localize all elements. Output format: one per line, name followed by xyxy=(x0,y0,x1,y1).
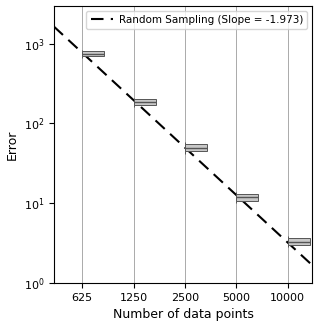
X-axis label: Number of data points: Number of data points xyxy=(113,308,254,321)
Random Sampling (Slope = -1.973) xyxy=(37,11,41,15)
Random Sampling (Slope = -1.973) xyxy=(294,248,298,252)
Legend: Random Sampling (Slope = -1.973): Random Sampling (Slope = -1.973) xyxy=(86,11,307,29)
Random Sampling (Slope = -1.973) xyxy=(211,171,214,175)
FancyBboxPatch shape xyxy=(134,99,156,105)
Random Sampling (Slope = -1.973) xyxy=(206,167,210,171)
FancyBboxPatch shape xyxy=(287,238,310,245)
FancyBboxPatch shape xyxy=(185,144,207,151)
Line: Random Sampling (Slope = -1.973): Random Sampling (Slope = -1.973) xyxy=(39,13,318,274)
Random Sampling (Slope = -1.973) xyxy=(205,166,209,170)
Y-axis label: Error: Error xyxy=(5,129,18,160)
FancyBboxPatch shape xyxy=(236,194,259,201)
Random Sampling (Slope = -1.973) xyxy=(276,232,280,235)
Random Sampling (Slope = -1.973) xyxy=(38,12,42,16)
FancyBboxPatch shape xyxy=(82,51,104,56)
